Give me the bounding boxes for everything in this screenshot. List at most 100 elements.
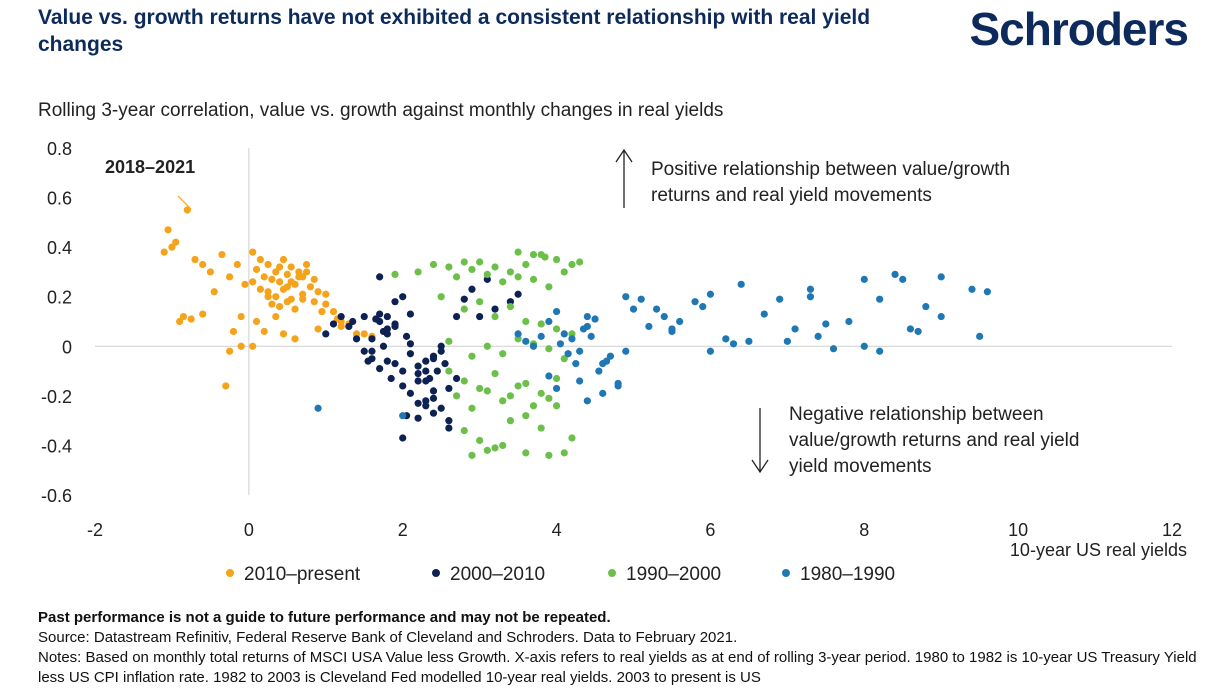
data-point [383,357,391,365]
brand-logo: Schroders [969,3,1189,55]
data-point [291,305,299,313]
data-point [568,260,576,269]
x-tick-label: 10 [1008,520,1028,540]
data-point [445,424,453,432]
data-point [583,312,591,321]
data-point [576,258,584,266]
legend-marker [782,569,790,577]
data-point [937,312,945,321]
data-point [606,352,615,360]
data-point [476,384,484,393]
data-point [506,417,515,425]
data-point [914,327,922,336]
data-point [514,382,522,390]
data-point [483,387,491,395]
data-point [579,325,588,333]
data-point [283,298,291,306]
data-point [391,298,399,306]
data-point [506,303,515,311]
data-point [499,278,507,286]
data-point [218,250,226,259]
data-point [226,273,234,281]
x-tick-label: 0 [244,520,254,540]
data-point [414,414,422,422]
data-point [376,364,384,373]
data-point [591,315,599,323]
data-point [937,273,945,281]
data-point [514,248,522,256]
data-point [476,436,484,445]
data-point [437,404,445,412]
data-point [460,377,468,385]
data-point [256,285,264,293]
data-point [506,392,515,400]
data-point [572,360,580,368]
data-point [806,285,815,293]
data-point [791,325,799,333]
data-point [468,404,476,412]
data-point [314,288,322,296]
data-point [452,374,461,383]
data-point [614,382,622,390]
page-title: Value vs. growth returns have not exhibi… [38,6,871,56]
data-point [187,315,195,323]
data-point [299,273,307,281]
positive-arrow-head [615,148,633,163]
data-point [279,255,288,264]
data-point [599,389,607,397]
data-point [429,260,438,269]
data-point [314,325,322,333]
data-point [776,295,784,303]
data-point [402,332,411,340]
data-point [406,350,415,358]
data-point [445,337,453,345]
data-point [483,270,491,279]
data-point [529,275,538,283]
data-point [483,446,491,454]
data-point [383,325,391,333]
data-point [368,335,376,343]
data-point [545,372,553,380]
data-point [806,293,815,301]
data-point [514,290,522,298]
data-point [552,374,561,383]
data-point [729,340,738,348]
data-point [310,298,318,306]
data-point [376,310,384,318]
data-point [476,312,484,321]
legend-label: 1980–1990 [800,564,895,585]
y-tick-label: -0.4 [41,436,72,456]
chart-annotations: 2018–2021 Positive relationship between v… [105,148,1079,477]
y-tick-label: 0.4 [47,238,72,258]
data-point [706,290,715,298]
data-point [552,402,561,410]
data-point [391,270,399,279]
data-point [476,298,484,306]
data-point [406,389,415,397]
data-point [276,278,284,286]
data-point [406,340,415,348]
data-point [368,347,376,355]
data-point [276,303,284,311]
data-point [968,285,976,293]
data-point [745,337,753,345]
data-point [387,374,395,383]
data-point [302,260,311,269]
data-point [860,275,868,283]
data-point [568,434,576,442]
data-point [468,352,476,360]
positive-annotation-text: Positive relationship between value/grow… [651,159,1010,180]
data-point [329,320,338,328]
data-point [249,248,257,256]
negative-annotation-text: value/growth returns and real yield [789,430,1079,451]
data-point [576,347,584,355]
x-tick-label: 6 [705,520,715,540]
footer: Past performance is not a guide to futur… [38,608,1208,688]
data-point [437,347,445,355]
data-point [349,317,357,326]
data-point [491,305,499,313]
data-point [537,424,545,432]
data-point [276,263,284,271]
data-point [429,387,438,395]
data-point [583,397,591,405]
